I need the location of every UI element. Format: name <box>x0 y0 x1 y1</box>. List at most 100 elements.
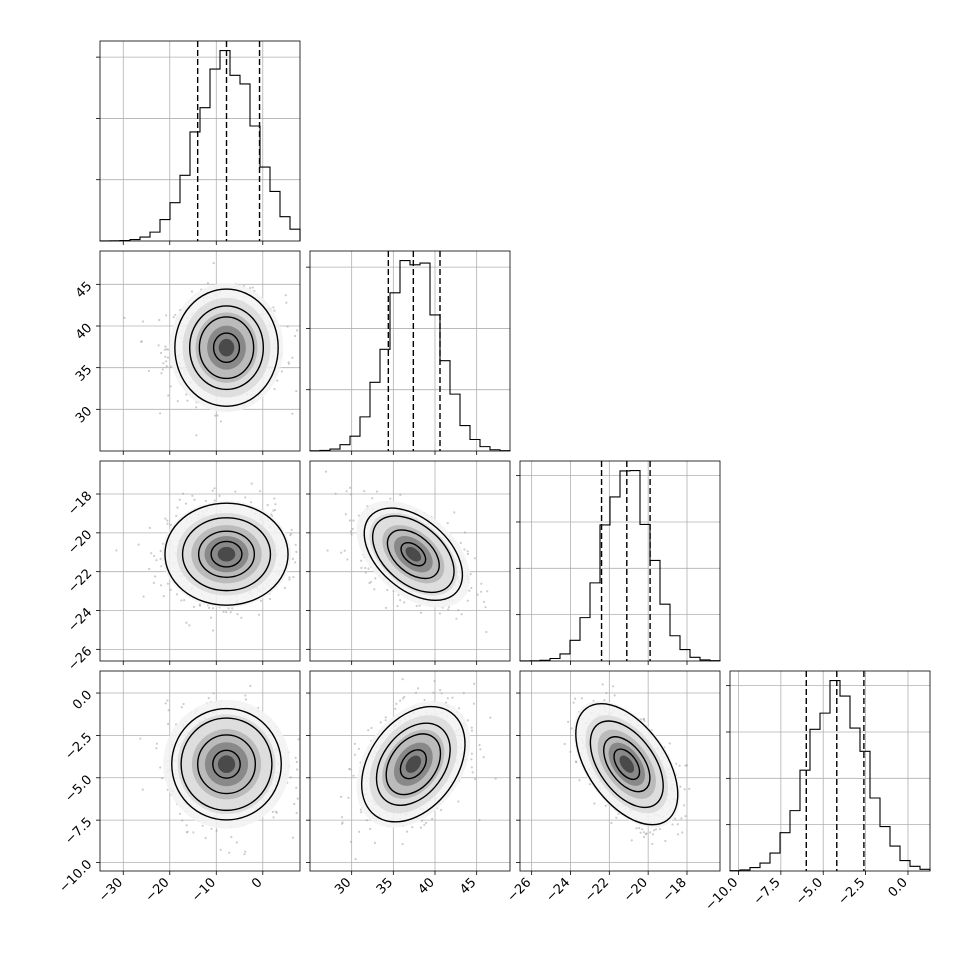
scatter-point <box>176 400 179 403</box>
scatter-point <box>208 606 211 609</box>
scatter-point <box>474 777 477 781</box>
scatter-point <box>462 692 465 695</box>
scatter-point <box>482 600 486 603</box>
scatter-point <box>142 595 145 598</box>
x-tick-label: 45 <box>457 875 479 897</box>
scatter-point <box>379 721 382 724</box>
scatter-point <box>357 747 360 750</box>
scatter-point <box>466 552 469 556</box>
scatter-point <box>285 301 288 304</box>
scatter-point <box>229 611 232 614</box>
scatter-point <box>294 334 297 338</box>
scatter-panel-3-2 <box>306 460 511 665</box>
scatter-point <box>123 316 126 319</box>
scatter-point <box>195 406 198 409</box>
scatter-point <box>470 758 473 761</box>
scatter-point <box>349 493 352 496</box>
scatter-point <box>369 827 372 831</box>
scatter-point <box>349 530 352 533</box>
scatter-point <box>172 316 175 319</box>
scatter-point <box>227 607 230 610</box>
scatter-point <box>176 506 179 509</box>
y-tick-label: −18 <box>65 489 95 519</box>
scatter-point <box>401 678 404 681</box>
y-tick-label: 35 <box>73 362 95 384</box>
scatter-point <box>480 582 483 585</box>
scatter-point <box>489 716 492 719</box>
scatter-point <box>353 742 356 745</box>
scatter-point <box>164 702 167 705</box>
scatter-point <box>359 808 362 811</box>
scatter-point <box>457 800 460 803</box>
histogram-step <box>729 679 931 872</box>
scatter-point <box>213 487 216 490</box>
scatter-point <box>466 550 469 553</box>
contour-line <box>385 733 442 796</box>
scatter-point <box>360 566 363 569</box>
contour-line <box>575 703 679 826</box>
scatter-point <box>651 833 654 836</box>
scatter-point <box>674 817 677 820</box>
hist-panel-4: −10.0 −7.5 −5.0 −2.5 0.0 <box>703 670 931 914</box>
scatter-point <box>185 824 188 827</box>
scatter-point <box>157 344 160 347</box>
scatter-point <box>653 829 656 832</box>
panel-frame <box>309 250 511 452</box>
scatter-point <box>369 580 373 584</box>
scatter-point <box>349 840 353 843</box>
x-tick-label: 40 <box>416 875 438 897</box>
scatter-point <box>446 697 449 700</box>
contour-line <box>375 722 451 806</box>
scatter-point <box>244 698 247 701</box>
scatter-point <box>295 550 298 553</box>
scatter-point <box>243 853 246 856</box>
scatter-point <box>292 576 295 579</box>
panel-frame <box>519 670 721 872</box>
scatter-point <box>447 608 450 611</box>
x-tick-label: −18 <box>660 875 690 905</box>
scatter-point <box>401 843 404 846</box>
scatter-point <box>348 767 351 771</box>
scatter-point <box>671 823 674 826</box>
scatter-point <box>613 694 616 697</box>
scatter-point <box>288 578 291 581</box>
scatter-point <box>459 541 462 544</box>
scatter-point <box>295 786 298 789</box>
scatter-point <box>423 698 426 702</box>
scatter-point <box>231 607 234 610</box>
scatter-point <box>423 823 426 826</box>
scatter-point <box>201 824 204 827</box>
scatter-point <box>250 482 253 485</box>
scatter-point <box>216 414 219 417</box>
scatter-point <box>273 309 276 312</box>
scatter-point <box>684 815 687 818</box>
scatter-point <box>166 519 169 522</box>
contour-line <box>360 705 466 823</box>
scatter-point <box>249 684 252 688</box>
x-tick-label: −2.5 <box>835 875 868 908</box>
scatter-point <box>484 606 487 609</box>
scatter-point <box>219 848 222 851</box>
scatter-point <box>170 365 173 368</box>
scatter-point <box>485 630 488 634</box>
scatter-point <box>272 306 275 309</box>
panel-frame <box>729 670 931 872</box>
scatter-point <box>185 621 188 624</box>
x-tick-label: 35 <box>374 875 396 897</box>
scatter-point <box>141 320 145 323</box>
scatter-point <box>463 548 466 551</box>
scatter-point <box>290 528 293 531</box>
scatter-point <box>193 498 196 501</box>
scatter-point <box>615 816 618 819</box>
scatter-point <box>592 699 595 702</box>
scatter-point <box>340 551 343 554</box>
scatter-point <box>155 747 158 750</box>
scatter-point <box>344 513 347 516</box>
scatter-point <box>588 783 591 786</box>
scatter-point <box>458 707 461 710</box>
scatter-point <box>207 697 210 700</box>
y-tick-label: 30 <box>73 404 95 426</box>
x-tick-label: −5.0 <box>793 875 826 908</box>
scatter-point <box>236 613 239 616</box>
scatter-point <box>295 760 298 764</box>
